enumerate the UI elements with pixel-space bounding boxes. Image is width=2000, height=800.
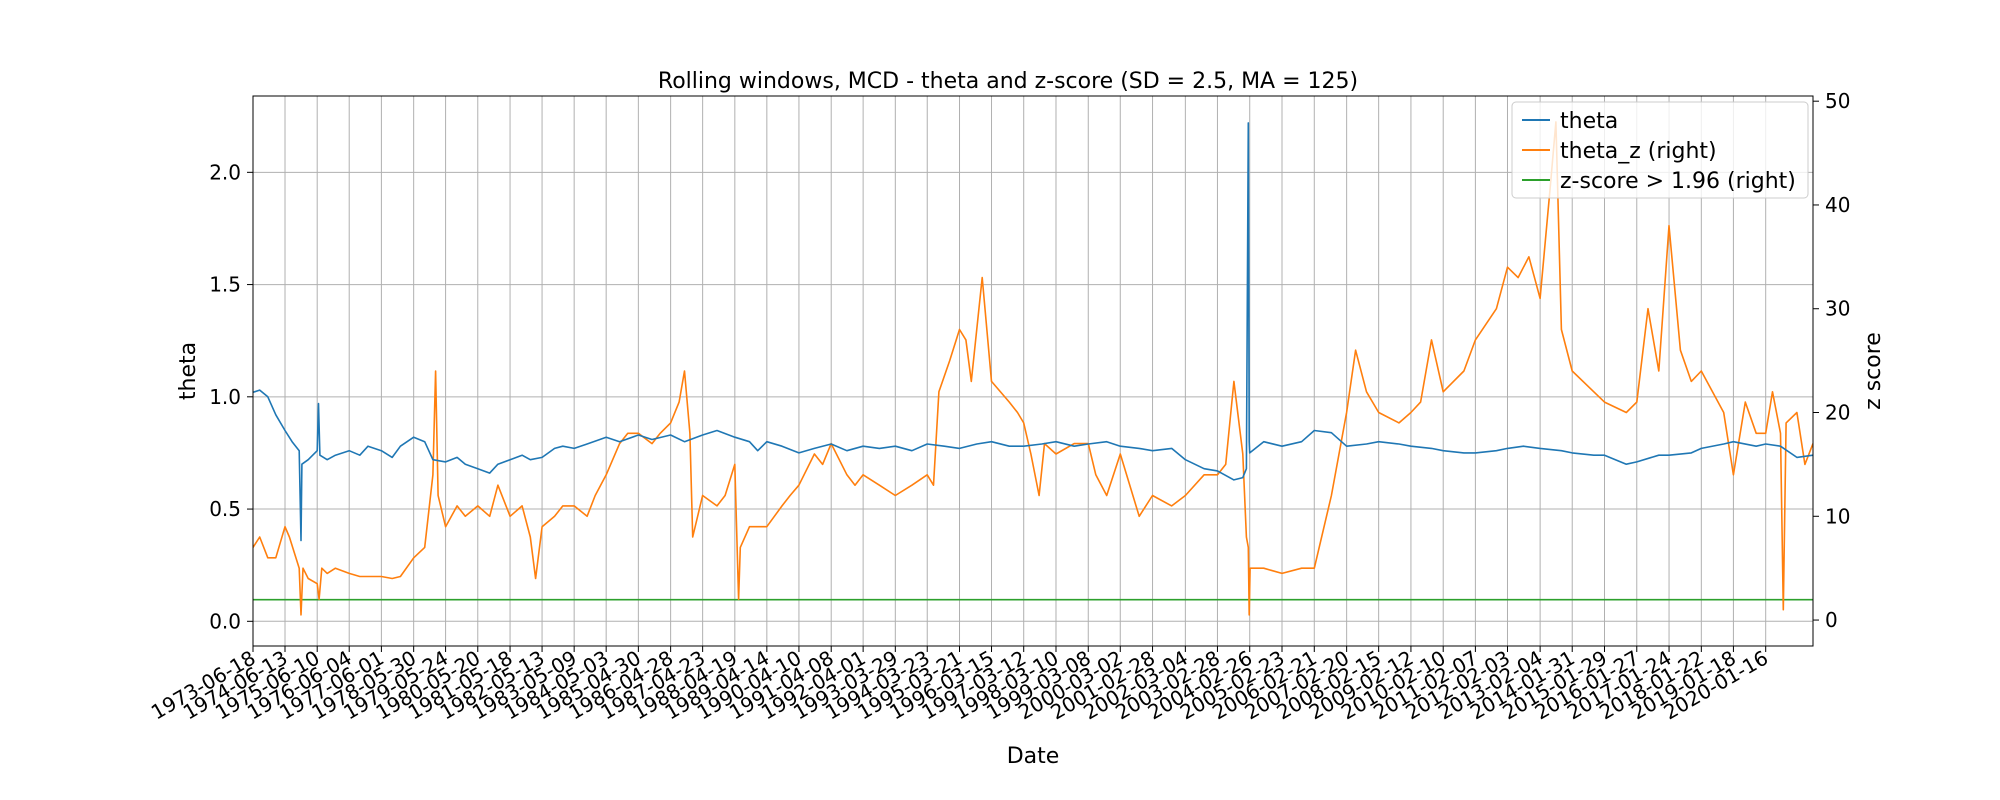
legend: theta theta_z (right) z-score > 1.96 (righ… [1511,101,1809,199]
y-tick-label: 1.0 [209,385,241,409]
legend-box [1511,101,1809,199]
series-line-0 [253,122,1813,542]
y2-tick-label: 20 [1825,401,1850,425]
axes: 1973-06-181974-06-131975-06-101976-06-04… [147,89,1851,724]
y-axis-title: theta [176,342,201,400]
y2-axis-title: z score [1861,332,1886,410]
series-line-1 [253,121,1813,616]
plot-frame [252,95,1814,647]
y-tick-label: 0.0 [209,609,241,633]
y-tick-label: 0.5 [209,497,241,521]
series-lines [253,121,1813,616]
legend-label: z-score > 1.96 (right) [1560,169,1796,194]
y2-tick-label: 40 [1825,193,1850,217]
plot-area [253,121,1813,616]
chart-title: Rolling windows, MCD - theta and z-score… [658,69,1358,94]
legend-label: theta [1560,109,1618,134]
x-axis-title: Date [1007,744,1060,769]
grid-lines [252,96,1813,646]
y2-tick-label: 50 [1825,89,1850,113]
y2-tick-label: 30 [1825,297,1850,321]
y-tick-label: 2.0 [209,160,241,184]
y-tick-label: 1.5 [209,273,241,297]
y2-tick-label: 10 [1825,504,1850,528]
y2-tick-label: 0 [1825,608,1838,632]
legend-label: theta_z (right) [1560,139,1717,164]
